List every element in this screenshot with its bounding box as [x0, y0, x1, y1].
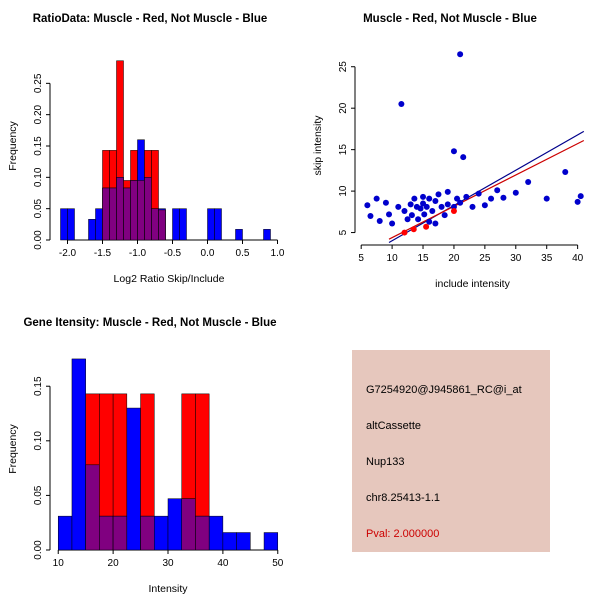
y-axis: 0.00 0.05 0.10 0.15 0.20 0.25 Frequency	[7, 73, 51, 250]
pval-text: Pval: 2.000000	[366, 528, 440, 540]
svg-text:50: 50	[272, 558, 284, 569]
svg-text:-1.5: -1.5	[94, 248, 112, 259]
svg-text:0.15: 0.15	[33, 136, 44, 156]
gene-intensity-histogram-chart: Gene Itensity: Muscle - Red, Not Muscle …	[7, 317, 284, 595]
svg-text:10: 10	[387, 253, 399, 264]
fit-lines	[388, 130, 585, 244]
svg-text:0.05: 0.05	[33, 485, 44, 505]
histogram-bars	[57, 358, 279, 551]
svg-text:0.20: 0.20	[33, 104, 44, 124]
svg-text:40: 40	[217, 558, 229, 569]
skip-include-scatter-chart: Muscle - Red, Not Muscle - Blue 5 10 15 20 25…	[312, 13, 585, 290]
svg-text:40: 40	[572, 253, 584, 264]
svg-text:0.15: 0.15	[33, 376, 44, 396]
svg-text:20: 20	[448, 253, 460, 264]
ratio-histogram-chart: RatioData: Muscle - Red, Not Muscle - Bl…	[7, 13, 285, 285]
svg-text:30: 30	[510, 253, 522, 264]
svg-text:25: 25	[479, 253, 491, 264]
splice-event-type: altCassette	[366, 420, 422, 432]
panel-skip-include-scatter: Muscle - Red, Not Muscle - Blue 5 10 15 20 25…	[300, 0, 600, 300]
gene-info-box: G7254920@J945861_RC@i_at altCassette Nup…	[352, 350, 550, 552]
svg-text:-0.5: -0.5	[164, 248, 182, 259]
svg-text:-1.0: -1.0	[129, 248, 147, 259]
svg-text:skip intensity: skip intensity	[312, 115, 324, 176]
svg-text:0.10: 0.10	[33, 167, 44, 187]
svg-text:15: 15	[338, 144, 349, 156]
svg-text:Frequency: Frequency	[7, 120, 19, 170]
genomic-location: chr8.25413-1.1	[366, 492, 440, 504]
svg-text:0.0: 0.0	[201, 248, 215, 259]
y-axis: 5 10 15 20 25 skip intensity	[312, 61, 356, 235]
svg-text:-2.0: -2.0	[59, 248, 77, 259]
svg-text:Intensity: Intensity	[148, 583, 188, 595]
panel-ratio-histogram: RatioData: Muscle - Red, Not Muscle - Bl…	[0, 0, 300, 300]
svg-text:30: 30	[162, 558, 174, 569]
gene-symbol: Nup133	[366, 456, 405, 468]
histogram-bars	[60, 60, 271, 241]
svg-text:20: 20	[108, 558, 120, 569]
panel-gene-intensity-histogram: Gene Itensity: Muscle - Red, Not Muscle …	[0, 300, 300, 600]
svg-text:35: 35	[541, 253, 553, 264]
svg-text:0.10: 0.10	[33, 431, 44, 451]
svg-text:0.00: 0.00	[33, 230, 44, 250]
data-points	[364, 51, 584, 236]
svg-text:Log2 Ratio Skip/Include: Log2 Ratio Skip/Include	[114, 273, 225, 285]
svg-text:5: 5	[358, 253, 364, 264]
chart-title: Gene Itensity: Muscle - Red, Not Muscle …	[23, 317, 276, 329]
chart-title: Muscle - Red, Not Muscle - Blue	[363, 13, 537, 25]
svg-text:10: 10	[53, 558, 65, 569]
svg-text:0.5: 0.5	[236, 248, 250, 259]
x-axis: 10 20 30 40 50 Intensity	[53, 549, 284, 595]
svg-text:0.25: 0.25	[33, 73, 44, 93]
svg-text:Muscle - Red, Not Muscle - Blu: Muscle - Red, Not Muscle - Blue	[363, 13, 537, 25]
svg-text:include intensity: include intensity	[435, 278, 510, 290]
svg-text:5: 5	[338, 229, 349, 235]
chart-title: RatioData: Muscle - Red, Not Muscle - Bl…	[33, 13, 268, 25]
svg-text:10: 10	[338, 185, 349, 197]
svg-text:20: 20	[338, 102, 349, 114]
svg-text:Frequency: Frequency	[7, 423, 19, 473]
svg-text:1.0: 1.0	[271, 248, 285, 259]
svg-text:Gene Itensity: Muscle - Red, N: Gene Itensity: Muscle - Red, Not Muscle …	[23, 317, 276, 329]
svg-text:15: 15	[417, 253, 429, 264]
svg-text:0.05: 0.05	[33, 198, 44, 218]
y-axis: 0.00 0.05 0.10 0.15 Frequency	[7, 376, 51, 560]
svg-text:0.00: 0.00	[33, 540, 44, 560]
svg-text:25: 25	[338, 61, 349, 73]
svg-text:RatioData: Muscle - Red, Not M: RatioData: Muscle - Red, Not Muscle - Bl…	[33, 13, 268, 25]
panel-gene-info: G7254920@J945861_RC@i_at altCassette Nup…	[300, 300, 600, 600]
probe-id: G7254920@J945861_RC@i_at	[366, 384, 522, 396]
x-axis: -2.0 -1.5 -1.0 -0.5 0.0 0.5 1.0 Log2 Ratio Skip…	[59, 239, 285, 285]
x-axis: 5 10 15 20 25 30 35 40 include intensity	[358, 244, 584, 290]
